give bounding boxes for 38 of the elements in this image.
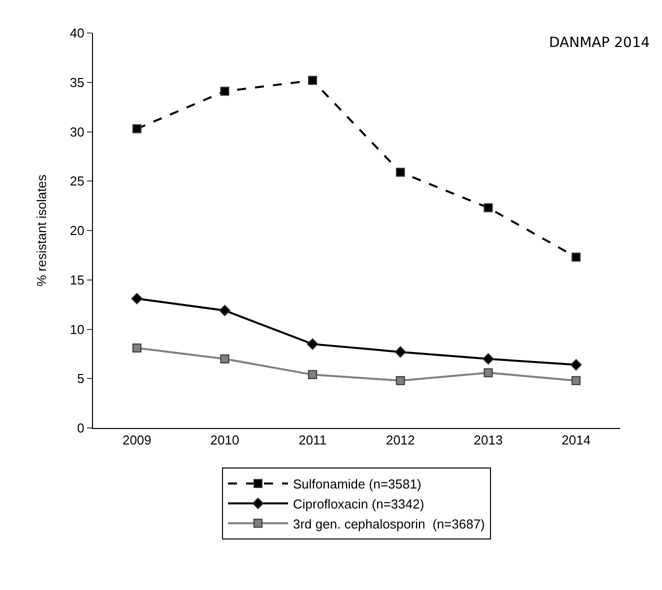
point [396,376,405,386]
annotation: DANMAP 2014 [549,35,650,51]
x-tick-label: 2012 [386,432,415,448]
y-tick-label: 25 [70,174,84,189]
legend-label: Ciprofloxacin (n=3342) [293,496,424,512]
point [219,304,230,316]
legend-label: 3rd gen. cephalosporin (n=3687) [293,516,485,532]
y-tick-label: 0 [77,420,84,436]
point [308,370,318,380]
point [484,368,493,378]
x-tick-label: 2013 [474,432,503,448]
point [482,353,494,365]
y-tick-label: 10 [70,322,84,337]
x-tick-label: 2011 [298,432,327,448]
x-tick-label: 2010 [210,432,240,448]
point [308,76,318,85]
point [570,359,582,370]
y-tick-label: 20 [70,223,84,238]
point [132,344,142,353]
point [131,292,143,304]
y-tick-label: 5 [77,371,84,386]
y-tick-label: 40 [70,26,84,41]
point [572,252,581,262]
point [220,86,230,96]
y-tick-label: 15 [70,272,84,288]
y-tick-label: 35 [70,74,84,90]
point [132,124,142,134]
y-tick-label: 30 [70,124,84,140]
point [572,376,581,386]
point [396,168,405,177]
x-tick-label: 2014 [562,432,591,448]
y-axis-title: % resistant isolates [34,174,49,286]
point [394,346,406,358]
point [484,203,493,212]
x-tick-label: 2009 [122,432,152,448]
point [306,338,318,350]
legend-label: Sulfonamide (n=3581) [293,476,422,492]
point [220,354,230,364]
